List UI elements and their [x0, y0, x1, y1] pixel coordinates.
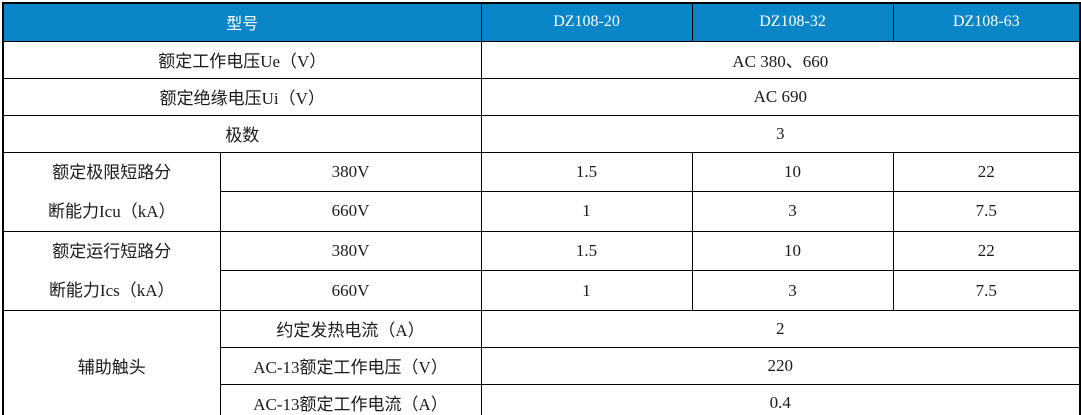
icu-660v-condition: 660V — [219, 191, 482, 232]
model-col-dz108-20: DZ108-20 — [480, 2, 693, 42]
table-row-ics-660v: 660V 1 3 7.5 — [3, 270, 1081, 311]
ics-label: 额定运行短路分 断能力Ics（kA） — [2, 230, 221, 311]
poles-value: 3 — [480, 114, 1081, 153]
ics-660v-value-dz108-32: 3 — [691, 270, 894, 311]
icu-label: 额定极限短路分 断能力Icu（kA） — [2, 151, 221, 232]
icu-380v-value-dz108-20: 1.5 — [480, 151, 693, 193]
model-col-dz108-32: DZ108-32 — [691, 2, 894, 42]
ics-660v-value-dz108-63: 7.5 — [892, 270, 1081, 311]
icu-660v-value-dz108-32: 3 — [691, 191, 894, 232]
ics-660v-condition: 660V — [219, 270, 482, 311]
table-row-rated-working-voltage: 额定工作电压Ue（V） AC 380、660 — [2, 40, 1081, 79]
rated-working-voltage-label: 额定工作电压Ue（V） — [2, 40, 482, 79]
icu-660v-value-dz108-20: 1 — [480, 191, 693, 232]
table-row-aux-thermal-current: 辅助触头 约定发热电流（A） 2 — [2, 309, 1081, 415]
table-row-aux-ac13-current: AC-13额定工作电流（A） 0.4 — [3, 383, 1081, 415]
icu-380v-value-dz108-32: 10 — [691, 151, 894, 193]
rated-insulation-voltage-label: 额定绝缘电压Ui（V） — [2, 77, 482, 116]
ics-380v-condition: 380V — [219, 230, 482, 272]
aux-ac13-voltage-value: 220 — [480, 346, 1081, 385]
table-row-icu-660v: 660V 1 3 7.5 — [3, 191, 1081, 232]
aux-thermal-current-label: 约定发热电流（A） — [219, 309, 482, 348]
poles-label: 极数 — [2, 114, 482, 153]
model-header-cell: 型号 — [2, 2, 482, 42]
model-col-dz108-63: DZ108-63 — [892, 2, 1081, 42]
table-row-poles: 极数 3 — [2, 114, 1081, 153]
auxiliary-contact-label: 辅助触头 — [2, 309, 221, 415]
aux-ac13-voltage-label: AC-13额定工作电压（V） — [219, 346, 482, 385]
ics-380v-value-dz108-32: 10 — [691, 230, 894, 272]
aux-thermal-current-value: 2 — [480, 309, 1081, 348]
table-row-rated-insulation-voltage: 额定绝缘电压Ui（V） AC 690 — [2, 77, 1081, 116]
aux-ac13-current-value: 0.4 — [480, 383, 1081, 415]
rated-working-voltage-value: AC 380、660 — [480, 40, 1081, 79]
table-row-ics-380v: 额定运行短路分 断能力Ics（kA） 380V 1.5 10 22 — [2, 230, 1081, 311]
ics-380v-value-dz108-63: 22 — [892, 230, 1081, 272]
header-row: 型号 DZ108-20 DZ108-32 DZ108-63 — [2, 2, 1081, 42]
ics-380v-value-dz108-20: 1.5 — [480, 230, 693, 272]
aux-ac13-current-label: AC-13额定工作电流（A） — [219, 383, 482, 415]
rated-insulation-voltage-value: AC 690 — [480, 77, 1081, 116]
icu-660v-value-dz108-63: 7.5 — [892, 191, 1081, 232]
icu-380v-value-dz108-63: 22 — [892, 151, 1081, 193]
icu-380v-condition: 380V — [219, 151, 482, 193]
ics-660v-value-dz108-20: 1 — [480, 270, 693, 311]
table-row-icu-380v: 额定极限短路分 断能力Icu（kA） 380V 1.5 10 22 — [2, 151, 1081, 232]
